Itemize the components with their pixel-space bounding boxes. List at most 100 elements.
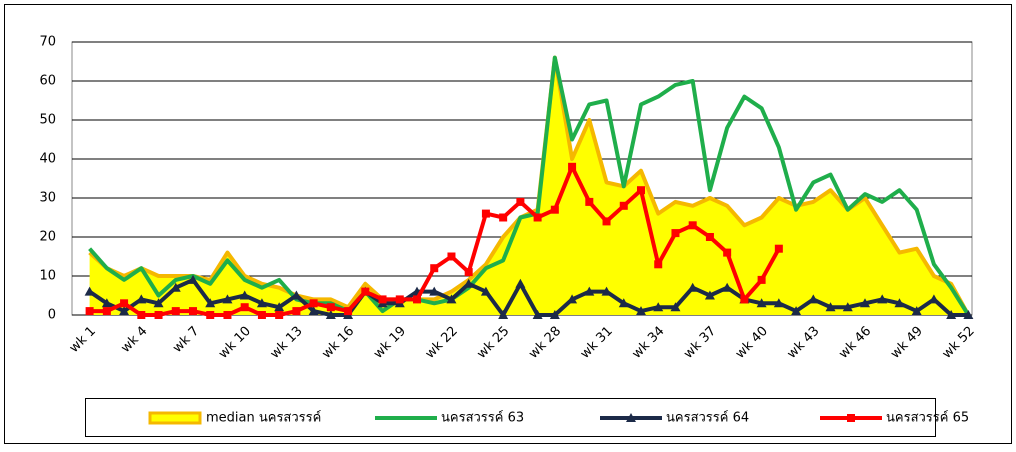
data-point — [687, 282, 698, 292]
data-point — [722, 282, 733, 292]
data-point — [84, 286, 95, 296]
data-point — [256, 298, 267, 308]
data-point — [618, 298, 629, 308]
data-point — [946, 310, 957, 319]
line — [88, 55, 971, 317]
data-point — [464, 268, 473, 277]
data-point — [499, 213, 508, 222]
data-point — [911, 306, 922, 316]
data-point — [430, 264, 439, 273]
y-tick-label: 50 — [39, 113, 56, 128]
data-point — [601, 286, 612, 296]
data-point — [481, 209, 490, 218]
y-tick-label: 10 — [39, 269, 56, 284]
legend-label: นครสวรรค์ 63 — [441, 410, 524, 426]
data-point — [326, 303, 335, 312]
data-point — [860, 298, 870, 308]
data-point — [292, 307, 301, 316]
y-tick-label: 70 — [39, 35, 56, 50]
data-point — [446, 294, 457, 304]
legend-label: นครสวรรค์ 64 — [666, 410, 749, 426]
data-point — [636, 306, 646, 316]
data-point — [584, 286, 595, 296]
legend-label: median นครสวรรค์ — [206, 410, 321, 426]
data-point — [825, 302, 836, 312]
data-point — [670, 302, 681, 312]
data-point — [637, 186, 645, 195]
data-point — [274, 302, 285, 312]
data-point — [808, 294, 819, 304]
data-point — [756, 298, 767, 308]
data-point — [704, 290, 715, 300]
data-point — [344, 307, 353, 316]
data-point — [223, 311, 232, 319]
data-point — [757, 275, 766, 284]
data-point — [137, 311, 146, 319]
data-point — [740, 295, 749, 304]
data-point — [567, 294, 578, 304]
data-point — [963, 310, 974, 319]
data-point — [189, 307, 197, 316]
data-point — [533, 213, 542, 222]
data-point — [654, 260, 663, 269]
data-point — [602, 217, 611, 226]
data-point — [136, 294, 147, 304]
data-point — [257, 311, 266, 319]
legend-item: median นครสวรรค์ — [148, 410, 321, 426]
y-tick-label: 40 — [39, 152, 56, 167]
data-point — [516, 197, 525, 206]
data-point — [877, 294, 888, 304]
data-point — [154, 311, 163, 319]
data-point — [188, 274, 198, 284]
data-point — [463, 278, 474, 288]
data-point — [568, 162, 577, 171]
data-point — [515, 278, 526, 288]
data-point — [773, 298, 784, 308]
legend-item: นครสวรรค์ 63 — [375, 410, 524, 426]
data-point — [170, 282, 181, 292]
y-tick-label: 20 — [39, 230, 56, 245]
data-point — [378, 295, 387, 304]
area — [89, 57, 969, 315]
legend-item: นครสวรรค์ 65 — [820, 410, 969, 426]
data-point — [239, 290, 250, 300]
data-point — [532, 310, 543, 319]
data-point — [153, 298, 164, 308]
data-point — [395, 295, 404, 304]
data-point — [102, 307, 111, 316]
data-point — [413, 295, 421, 304]
data-point — [447, 252, 456, 261]
data-point — [222, 294, 233, 304]
data-point — [688, 221, 697, 230]
data-point — [723, 248, 732, 257]
data-point — [429, 286, 440, 296]
data-point — [361, 287, 370, 296]
data-point — [309, 299, 318, 308]
data-point — [847, 414, 855, 422]
data-point — [928, 294, 939, 304]
legend-swatch — [148, 411, 202, 425]
data-point — [626, 413, 636, 422]
data-point — [549, 310, 560, 319]
data-point — [206, 311, 215, 319]
data-point — [550, 205, 559, 214]
data-point — [653, 302, 664, 312]
data-point — [585, 197, 594, 206]
data-point — [205, 298, 216, 308]
data-point — [291, 290, 302, 300]
legend-box — [85, 398, 936, 437]
data-point — [791, 306, 802, 316]
data-point — [842, 302, 853, 312]
data-point — [240, 303, 249, 312]
y-tick-label: 60 — [39, 74, 56, 89]
legend-label: นครสวรรค์ 65 — [886, 410, 969, 426]
data-point — [101, 298, 112, 308]
data-point — [275, 311, 284, 319]
line — [88, 277, 969, 317]
data-point — [85, 307, 94, 316]
y-tick-label: 30 — [39, 191, 56, 206]
data-point — [308, 306, 319, 316]
data-point — [171, 307, 180, 316]
data-point — [325, 310, 336, 319]
